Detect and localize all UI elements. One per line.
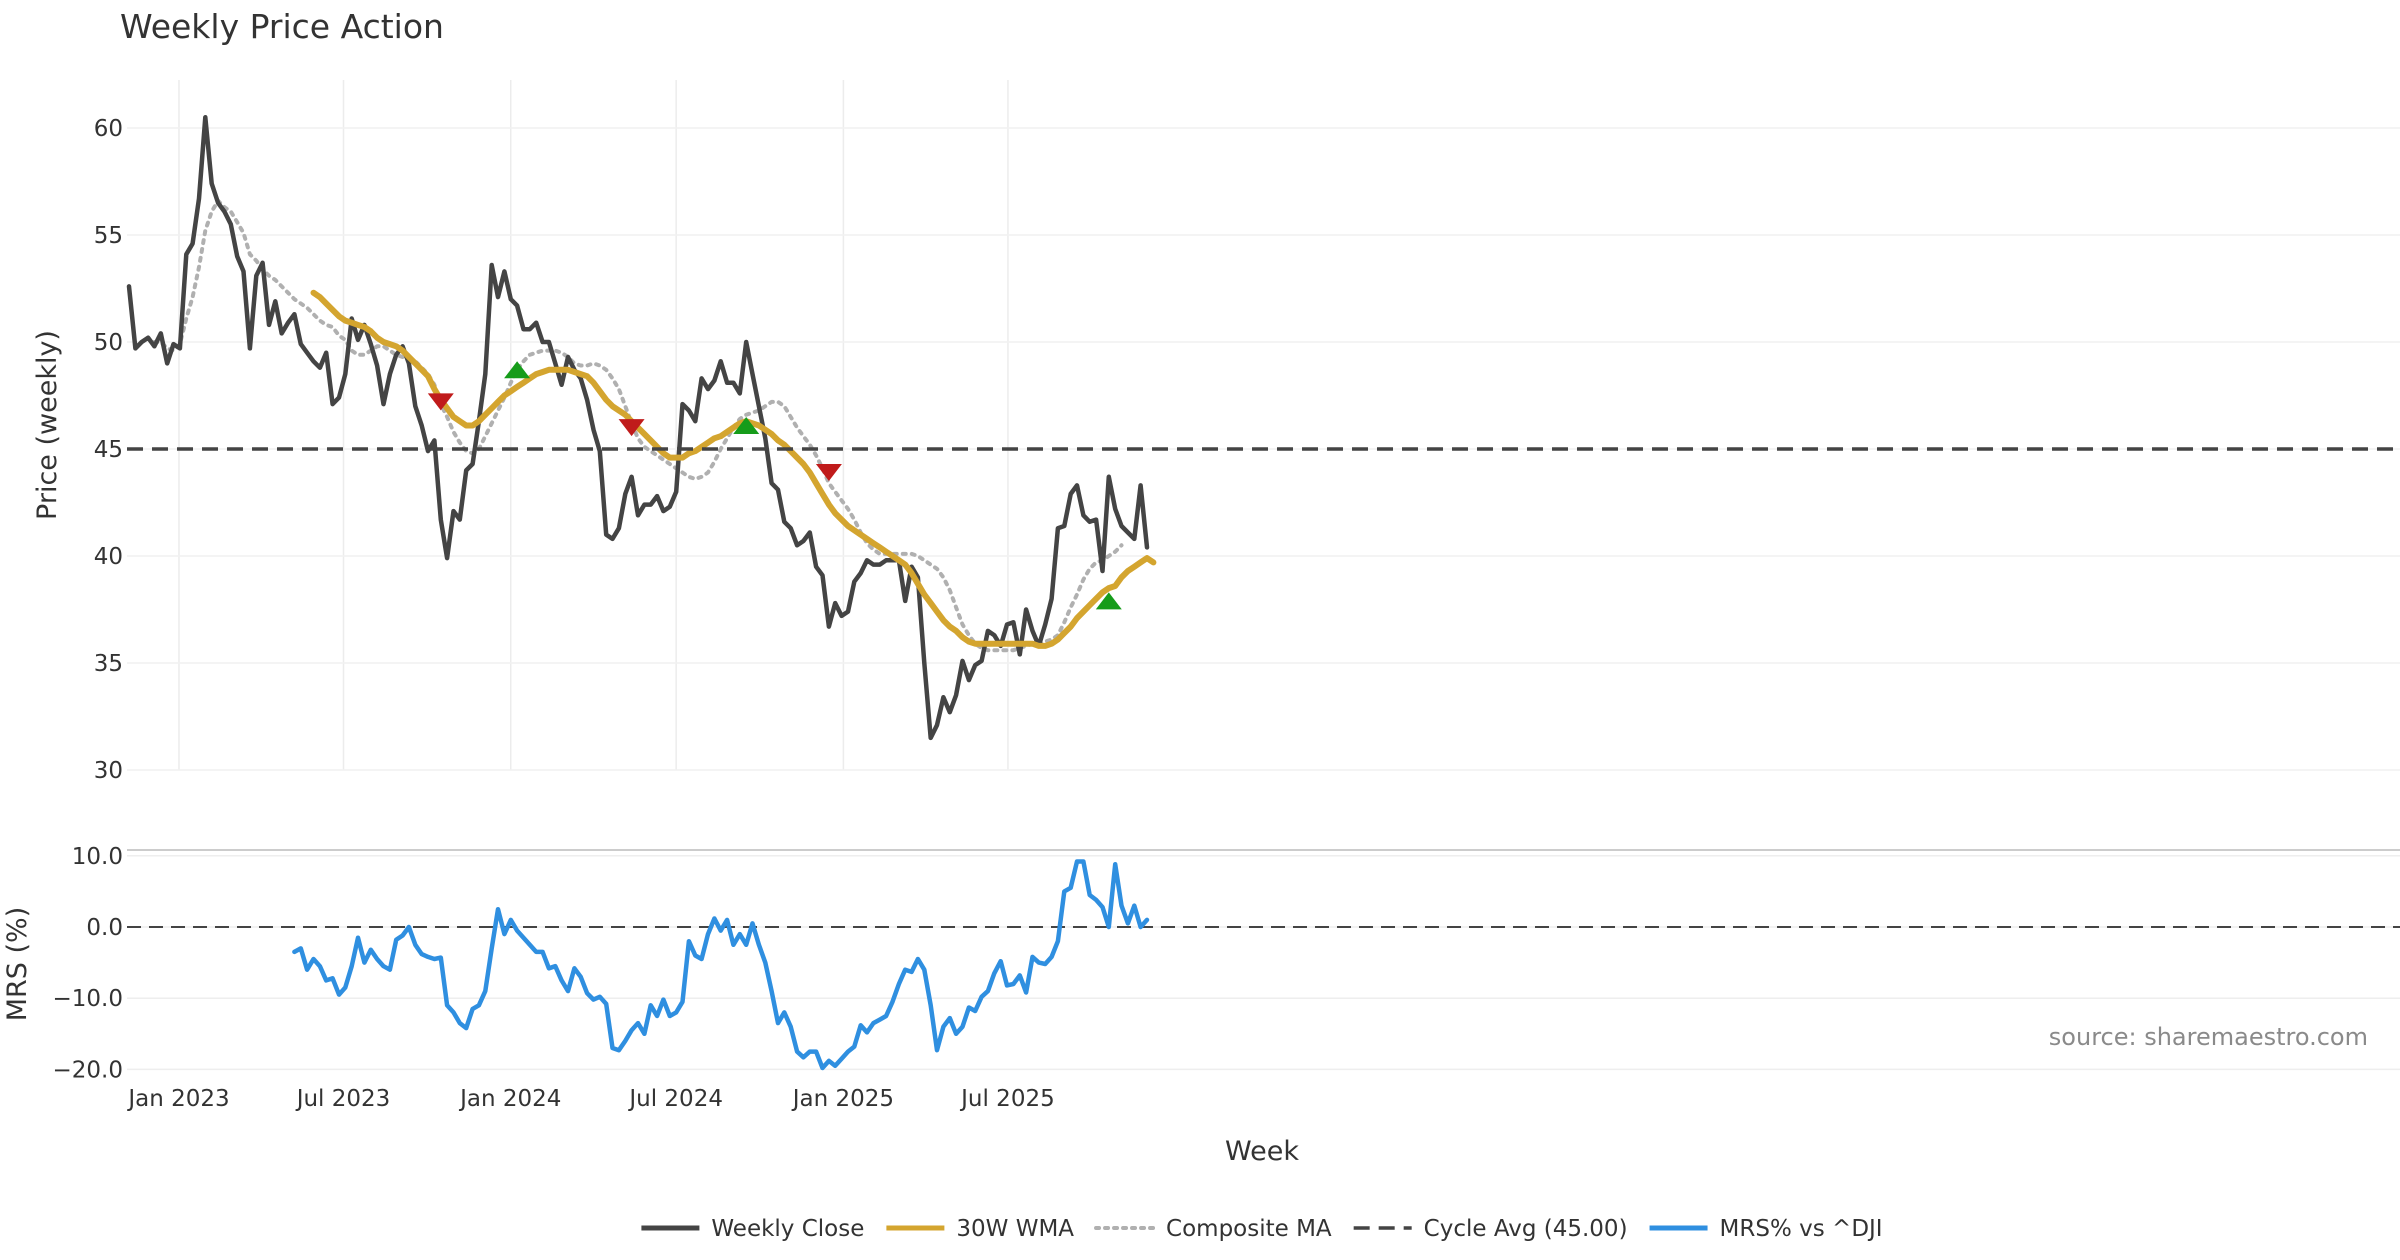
mrs-y-tick-label: 0.0 [86,915,123,941]
mrs-y-axis-label: MRS (%) [2,907,33,1022]
series-mrs-vs-dji [292,859,1150,1071]
price-series-layer [126,115,1157,741]
sell-signal-marker [427,393,454,411]
x-tick-label: Jul 2025 [959,1086,1055,1112]
x-tick-label: Jul 2024 [627,1086,723,1112]
price-y-ticks: 30 35 40 45 50 55 60 [94,116,123,784]
series-30w-wma [310,289,1157,649]
mrs-y-ticks: 10.0 0.0 −10.0 −20.0 [53,844,123,1084]
legend-label-composite-ma: Composite MA [1166,1216,1332,1242]
x-tick-label: Jan 2023 [126,1086,229,1112]
price-y-tick-label: 60 [94,116,123,142]
x-axis-label: Week [1225,1136,1299,1167]
series-weekly-close [126,115,1150,741]
x-tick-label: Jul 2023 [295,1086,391,1112]
price-y-tick-label: 30 [94,758,123,784]
sell-signal-marker [618,419,645,437]
sell-signal-marker [815,464,842,481]
legend-label-mrs-vs-dji: MRS% vs ^DJI [1720,1216,1883,1242]
legend-label-cycle-avg-45-00: Cycle Avg (45.00) [1424,1216,1628,1242]
legend-label-weekly-close: Weekly Close [711,1216,864,1242]
price-y-tick-label: 35 [94,651,123,677]
price-grid [127,80,2400,771]
price-y-tick-label: 50 [94,330,123,356]
x-tick-label: Jan 2024 [458,1086,561,1112]
mrs-y-tick-label: −20.0 [53,1057,123,1083]
legend-label-30w-wma: 30W WMA [956,1216,1074,1242]
price-y-tick-label: 55 [94,223,123,249]
series-composite-ma [152,198,1124,653]
x-ticks: Jan 2023 Jul 2023 Jan 2024 Jul 2024 Jan 2025… [126,1086,1054,1112]
mrs-y-tick-label: 10.0 [72,844,123,870]
x-tick-label: Jan 2025 [791,1086,894,1112]
mrs-y-tick-label: −10.0 [53,986,123,1012]
mrs-series-layer [127,859,2400,1071]
buy-signal-marker [504,361,531,379]
price-y-tick-label: 45 [94,437,123,463]
signal-markers [427,361,1122,610]
chart-legend: Weekly Close 30W WMA Composite MA Cycle Avg… [641,1216,1883,1242]
buy-signal-marker [1095,592,1122,610]
price-y-tick-label: 40 [94,544,123,570]
chart-title: Weekly Price Action [120,7,444,46]
buy-signal-marker [733,417,760,434]
price-y-axis-label: Price (weekly) [32,330,63,520]
source-note: source: sharemaestro.com [2049,1023,2368,1051]
